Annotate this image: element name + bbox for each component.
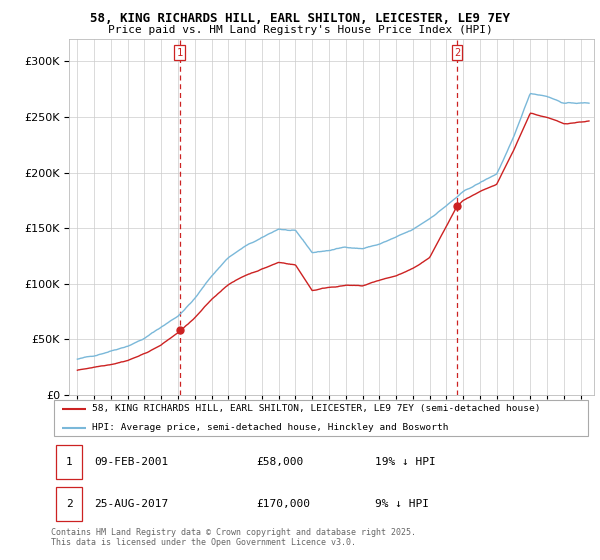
Text: 1: 1 [66, 458, 73, 467]
Text: 09-FEB-2001: 09-FEB-2001 [94, 458, 169, 467]
Text: £170,000: £170,000 [256, 500, 310, 509]
Text: Contains HM Land Registry data © Crown copyright and database right 2025.
This d: Contains HM Land Registry data © Crown c… [51, 528, 416, 547]
Text: 9% ↓ HPI: 9% ↓ HPI [375, 500, 429, 509]
FancyBboxPatch shape [54, 400, 588, 436]
FancyBboxPatch shape [56, 446, 82, 479]
FancyBboxPatch shape [56, 487, 82, 521]
Text: 58, KING RICHARDS HILL, EARL SHILTON, LEICESTER, LE9 7EY: 58, KING RICHARDS HILL, EARL SHILTON, LE… [90, 12, 510, 25]
Text: £58,000: £58,000 [256, 458, 304, 467]
Text: 2: 2 [66, 500, 73, 509]
Text: Price paid vs. HM Land Registry's House Price Index (HPI): Price paid vs. HM Land Registry's House … [107, 25, 493, 35]
Text: 2: 2 [454, 48, 460, 58]
Text: 1: 1 [176, 48, 183, 58]
Text: HPI: Average price, semi-detached house, Hinckley and Bosworth: HPI: Average price, semi-detached house,… [91, 423, 448, 432]
Text: 25-AUG-2017: 25-AUG-2017 [94, 500, 169, 509]
Text: 19% ↓ HPI: 19% ↓ HPI [375, 458, 436, 467]
Text: 58, KING RICHARDS HILL, EARL SHILTON, LEICESTER, LE9 7EY (semi-detached house): 58, KING RICHARDS HILL, EARL SHILTON, LE… [91, 404, 540, 413]
